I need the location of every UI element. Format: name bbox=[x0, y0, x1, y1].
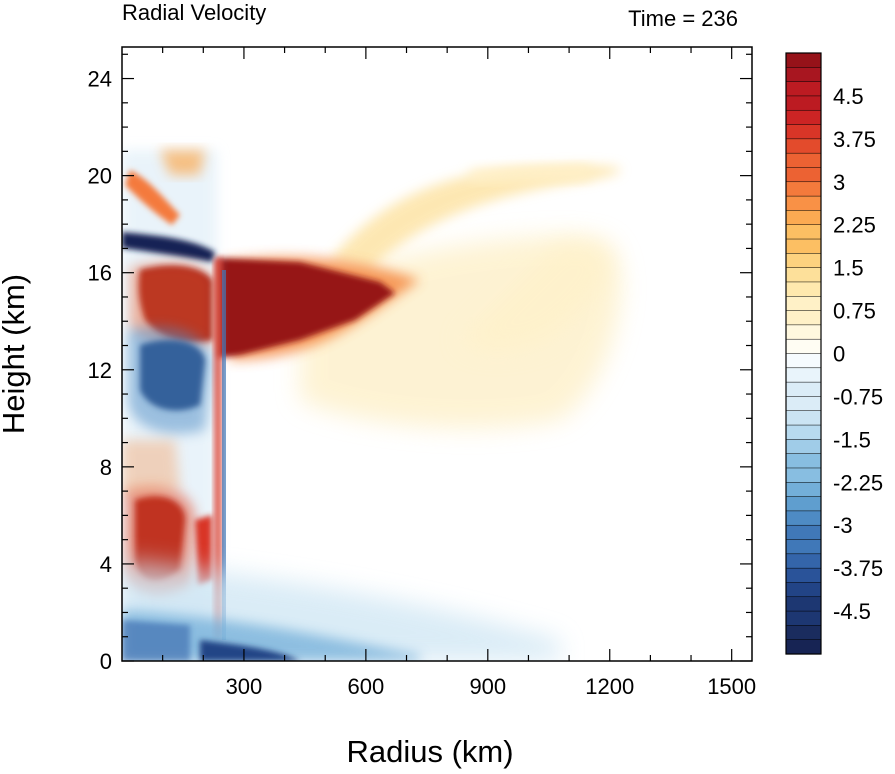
boundary-layer-inflow-core bbox=[200, 640, 300, 661]
colorbar-tick-label: -4.5 bbox=[833, 599, 871, 624]
outflow-far-halo bbox=[460, 239, 611, 351]
colorbar-bin bbox=[785, 67, 822, 83]
colorbar-bin bbox=[785, 210, 822, 226]
colorbar-bin bbox=[785, 253, 822, 269]
colorbar-tick-label: 4.5 bbox=[833, 84, 864, 109]
colorbar-tick-label: 2.25 bbox=[833, 213, 876, 238]
y-tick-label: 0 bbox=[100, 649, 112, 674]
y-tick-label: 12 bbox=[88, 358, 112, 383]
boundary-layer-inflow-left bbox=[122, 620, 190, 661]
colorbar-tick-label: 0.75 bbox=[833, 299, 876, 324]
x-tick-label: 600 bbox=[348, 674, 385, 699]
upper-orange-streak-a bbox=[125, 170, 180, 225]
colorbar-bin bbox=[785, 510, 822, 526]
colorbar-tick-label: -0.75 bbox=[833, 384, 883, 409]
y-tick-label: 8 bbox=[100, 455, 112, 480]
colorbar-tick-label: -3.75 bbox=[833, 556, 883, 581]
colorbar-bin bbox=[785, 396, 822, 412]
colorbar-bin bbox=[785, 95, 822, 111]
y-tick-label: 20 bbox=[88, 164, 112, 189]
colorbar-tick-label: -3 bbox=[833, 513, 853, 538]
colorbar-bin bbox=[785, 281, 822, 297]
chart-subtitle: Time = 236 bbox=[628, 6, 738, 31]
x-axis-label: Radius (km) bbox=[346, 734, 513, 769]
x-tick-label: 1200 bbox=[585, 674, 634, 699]
colorbar-bin bbox=[785, 195, 822, 211]
x-tick-label: 1500 bbox=[707, 674, 756, 699]
colorbar-tick-label: -2.25 bbox=[833, 470, 883, 495]
colorbar: 4.5 3.75 3 2.25 1.5 0.75 0 -0.75 -1.5 -2.25 -3 -3.7… bbox=[785, 52, 883, 655]
colorbar-bin bbox=[785, 553, 822, 569]
eye-outflow-fringe bbox=[130, 261, 214, 347]
colorbar-bin bbox=[785, 410, 822, 426]
upper-orange-streak-b bbox=[160, 150, 205, 175]
outflow-core bbox=[217, 258, 395, 358]
outflow-top-streak bbox=[470, 165, 590, 182]
colorbar-bin bbox=[785, 582, 822, 598]
eyewall-updraft-line bbox=[214, 258, 222, 638]
colorbar-bin bbox=[785, 124, 822, 140]
colorbar-bin bbox=[785, 267, 822, 283]
colorbar-bin bbox=[785, 610, 822, 626]
eyewall-upper-inflow bbox=[122, 232, 215, 262]
colorbar-bin bbox=[785, 167, 822, 183]
colorbar-bin bbox=[785, 152, 822, 169]
y-axis-label: Height (km) bbox=[0, 274, 31, 434]
colorbar-bin bbox=[785, 296, 822, 312]
colorbar-bin bbox=[785, 109, 822, 126]
colorbar-tick-label: -1.5 bbox=[833, 427, 871, 452]
colorbar-bin bbox=[785, 496, 822, 512]
colorbar-bin bbox=[785, 639, 822, 655]
colorbar-bin bbox=[785, 52, 822, 68]
colorbar-bin bbox=[785, 424, 822, 440]
y-tick-label: 4 bbox=[100, 552, 112, 577]
colorbar-bin bbox=[785, 524, 822, 541]
eyewall-inner-line bbox=[222, 270, 226, 640]
colorbar-bin bbox=[785, 138, 822, 154]
axes: 300 600 900 1200 1500 0 4 8 12 16 20 24 bbox=[88, 47, 756, 699]
colorbar-bin bbox=[785, 353, 822, 369]
colorbar-bin bbox=[785, 181, 822, 197]
colorbar-bin bbox=[785, 625, 822, 641]
x-tick-label: 300 bbox=[226, 674, 263, 699]
mid-level-inflow-halo bbox=[128, 326, 212, 434]
low-level-outflow-right bbox=[195, 515, 212, 585]
colorbar-bin bbox=[785, 238, 822, 254]
colorbar-tick-label: 1.5 bbox=[833, 256, 864, 281]
colorbar-tick-label: 3.75 bbox=[833, 127, 876, 152]
x-tick-label: 900 bbox=[469, 674, 506, 699]
colorbar-bin bbox=[785, 596, 822, 612]
colorbar-bin bbox=[785, 338, 822, 355]
colorbar-bin bbox=[785, 224, 822, 240]
colorbar-tick-label: 3 bbox=[833, 170, 845, 195]
colorbar-bin bbox=[785, 439, 822, 455]
colorbar-bin bbox=[785, 567, 822, 584]
colorbar-bin bbox=[785, 453, 822, 469]
y-tick-label: 16 bbox=[88, 261, 112, 286]
plot-frame bbox=[121, 46, 753, 662]
colorbar-bin bbox=[785, 367, 822, 383]
velocity-field bbox=[122, 150, 621, 661]
colorbar-bin bbox=[785, 482, 822, 498]
colorbar-bin bbox=[785, 539, 822, 555]
outflow-upper-branch bbox=[330, 165, 621, 270]
boundary-layer-inflow-mid bbox=[122, 610, 420, 661]
colorbar-frame bbox=[785, 52, 822, 655]
colorbar-bin bbox=[785, 381, 822, 397]
colorbar-bin bbox=[785, 467, 822, 483]
colorbar-tick-label: 0 bbox=[833, 342, 845, 367]
colorbar-bin bbox=[785, 324, 822, 340]
colorbar-bin bbox=[785, 310, 822, 326]
chart-title: Radial Velocity bbox=[122, 0, 266, 25]
low-outflow-light bbox=[122, 440, 180, 495]
colorbar-bin bbox=[785, 81, 822, 97]
y-tick-label: 24 bbox=[88, 67, 112, 92]
